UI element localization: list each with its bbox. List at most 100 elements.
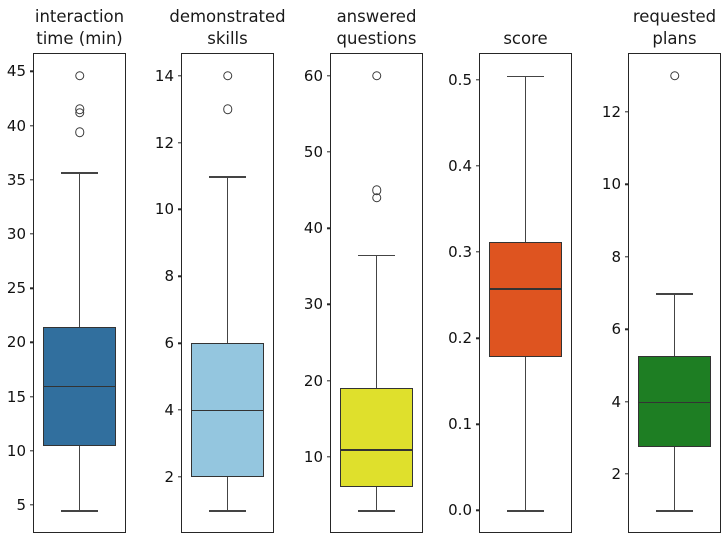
- y-tick-mark: [30, 70, 34, 73]
- outlier-point: [74, 104, 85, 115]
- upper-whisker-cap: [209, 176, 246, 178]
- y-tick-label: 12: [154, 133, 174, 152]
- y-tick-mark: [476, 251, 480, 253]
- lower-whisker-line: [375, 487, 378, 511]
- subplot-title: requested plans: [632, 7, 717, 48]
- plot-area: 10 20 30 40 50 60: [304, 53, 423, 533]
- subplot-interaction-time: interaction time (min) 5 10 15 20 25 30 35 40 45: [7, 0, 126, 540]
- outlier-point: [74, 127, 85, 137]
- y-tick-mark: [178, 75, 182, 77]
- y-tick-label: 30: [6, 224, 26, 243]
- upper-whisker-cap: [507, 75, 544, 78]
- y-tick-label: 30: [303, 295, 323, 314]
- y-tick-mark: [476, 165, 480, 167]
- y-tick-mark: [30, 124, 34, 127]
- y-tick-mark: [327, 456, 331, 458]
- lower-whisker-line: [226, 476, 229, 511]
- y-tick-label: 50: [303, 142, 323, 161]
- y-tick-label: 40: [6, 116, 26, 135]
- outlier-point: [74, 70, 85, 81]
- plot-area: 2 4 6 8 10 12 14: [155, 53, 274, 533]
- y-tick-mark: [476, 423, 480, 426]
- y-tick-mark: [327, 151, 331, 153]
- lower-whisker-line: [673, 446, 676, 511]
- y-tick-label: 2: [164, 467, 174, 486]
- y-tick-label: 6: [611, 320, 621, 339]
- y-tick-mark: [327, 227, 331, 229]
- y-tick-label: 20: [303, 371, 323, 390]
- y-tick-label: 0.0: [448, 501, 472, 520]
- y-tick-label: 14: [154, 66, 174, 85]
- upper-whisker-cap: [656, 293, 693, 295]
- subplot-demonstrated-skills: demonstrated skills 2 4 6 8 10 12 14: [155, 0, 286, 540]
- subplot-answered-questions: answered questions 10 20 30 40 50 60: [304, 0, 423, 540]
- upper-whisker-cap: [61, 172, 98, 174]
- median-line: [340, 449, 413, 451]
- y-tick-label: 10: [303, 447, 323, 466]
- y-tick-mark: [476, 79, 480, 81]
- lower-whisker-cap: [358, 510, 395, 512]
- y-tick-label: 8: [164, 267, 174, 286]
- upper-whisker-line: [524, 75, 527, 242]
- y-tick-mark: [625, 328, 629, 330]
- y-tick-label: 8: [611, 247, 621, 266]
- outlier-point: [222, 70, 233, 81]
- iqr-box: [489, 241, 562, 358]
- y-tick-mark: [30, 395, 34, 398]
- y-tick-label: 0.1: [448, 415, 472, 434]
- y-tick-label: 4: [164, 400, 174, 419]
- median-line: [489, 288, 562, 290]
- y-tick-mark: [30, 233, 34, 235]
- upper-whisker-line: [375, 254, 378, 389]
- subplot-title: score: [503, 28, 548, 48]
- y-tick-label: 2: [611, 465, 621, 484]
- y-tick-mark: [625, 183, 629, 186]
- upper-whisker-line: [673, 293, 676, 357]
- y-tick-mark: [178, 409, 182, 411]
- y-tick-label: 0.3: [448, 243, 472, 262]
- iqr-box: [638, 356, 711, 447]
- y-tick-label: 6: [164, 334, 174, 353]
- median-line: [638, 401, 711, 404]
- plot-area: 0.0 0.1 0.2 0.3 0.4 0.5: [448, 53, 572, 533]
- y-tick-label: 10: [6, 441, 26, 460]
- y-tick-label: 15: [6, 387, 26, 406]
- y-tick-mark: [30, 287, 34, 289]
- subplot-requested-plans: requested plans 2 4 6 8 10 12: [602, 0, 721, 540]
- lower-whisker-cap: [209, 510, 246, 512]
- y-tick-mark: [178, 275, 182, 277]
- lower-whisker-line: [524, 357, 527, 511]
- upper-whisker-line: [226, 176, 229, 344]
- outlier-point: [669, 70, 680, 81]
- subplot-title: answered questions: [336, 7, 417, 48]
- y-tick-label: 0.2: [448, 329, 472, 348]
- y-tick-mark: [476, 337, 480, 339]
- y-tick-mark: [625, 256, 629, 258]
- y-tick-mark: [30, 341, 34, 344]
- y-tick-label: 25: [6, 279, 26, 298]
- y-tick-label: 10: [154, 200, 174, 219]
- y-tick-mark: [327, 75, 331, 77]
- median-line: [191, 409, 264, 412]
- lower-whisker-line: [78, 446, 81, 511]
- y-tick-label: 20: [6, 333, 26, 352]
- y-tick-mark: [476, 509, 480, 512]
- y-tick-mark: [30, 450, 34, 452]
- outlier-point: [371, 185, 382, 195]
- plot-area: 2 4 6 8 10 12: [602, 53, 721, 533]
- lower-whisker-cap: [656, 510, 693, 512]
- y-tick-mark: [178, 476, 182, 478]
- median-line: [43, 385, 116, 388]
- y-tick-label: 4: [611, 392, 621, 411]
- y-tick-mark: [178, 208, 182, 211]
- y-tick-label: 60: [303, 66, 323, 85]
- y-tick-label: 35: [6, 170, 26, 189]
- y-tick-label: 0.4: [448, 156, 472, 175]
- subplot-title: interaction time (min): [34, 7, 125, 48]
- outlier-point: [222, 104, 233, 114]
- y-tick-mark: [625, 400, 629, 403]
- y-tick-label: 0.5: [448, 70, 472, 89]
- y-tick-mark: [30, 179, 34, 181]
- y-tick-mark: [625, 473, 629, 475]
